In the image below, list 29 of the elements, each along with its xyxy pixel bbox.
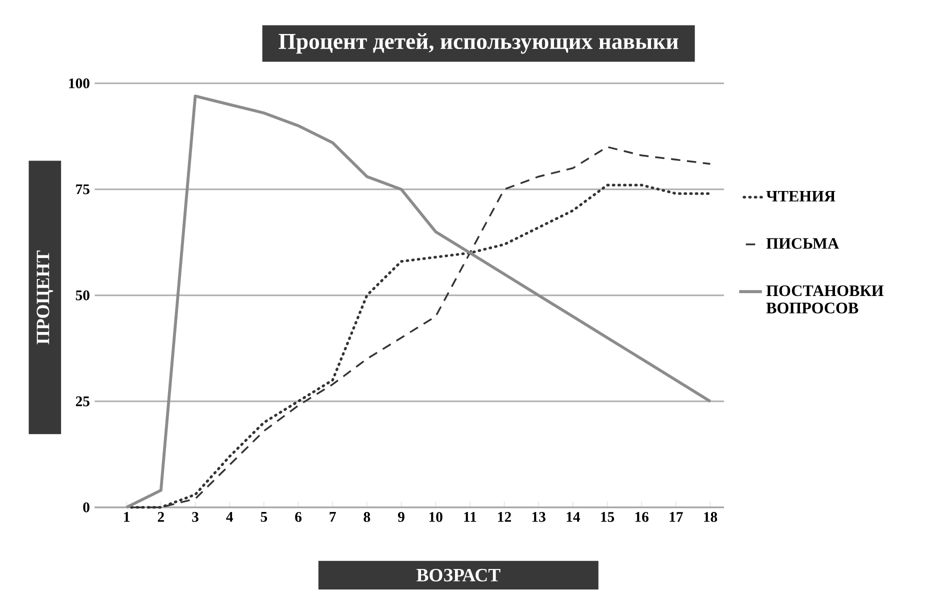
x-tick-label: 5 bbox=[260, 512, 268, 522]
chart-title: Процент детей, использующих навыки bbox=[278, 33, 678, 54]
legend-label: ЧТЕНИЯ bbox=[766, 190, 836, 202]
x-tick-label: 14 bbox=[566, 512, 580, 522]
x-tick-label: 18 bbox=[704, 512, 718, 522]
y-tick-label: 0 bbox=[83, 502, 90, 512]
x-tick-label: 6 bbox=[295, 512, 302, 522]
x-tick-label: 1 bbox=[124, 512, 130, 522]
x-tick-label: 17 bbox=[670, 512, 683, 522]
x-tick-label: 4 bbox=[226, 512, 233, 522]
y-tick-label: 25 bbox=[76, 396, 90, 406]
x-axis-title: ВОЗРАСТ bbox=[416, 568, 500, 582]
y-tick-label: 75 bbox=[76, 184, 90, 194]
legend-label: ПОСТАНОВКИ ВОПРОСОВ bbox=[766, 285, 884, 314]
x-tick-label: 2 bbox=[158, 512, 164, 522]
x-tick-label: 15 bbox=[601, 512, 614, 522]
y-axis-title: ПРОЦЕНТ bbox=[36, 250, 54, 344]
x-tick-label: 11 bbox=[464, 512, 476, 522]
x-tick-label: 3 bbox=[192, 512, 198, 522]
x-tick-label: 12 bbox=[498, 512, 511, 522]
legend-label: ПИСЬМА bbox=[766, 238, 839, 249]
y-tick-label: 50 bbox=[76, 290, 90, 300]
x-tick-label: 13 bbox=[532, 512, 546, 522]
x-tick-label: 10 bbox=[429, 512, 442, 522]
y-tick-label: 100 bbox=[69, 78, 90, 88]
x-tick-label: 7 bbox=[330, 512, 336, 522]
x-tick-label: 8 bbox=[364, 512, 370, 522]
x-tick-label: 16 bbox=[635, 512, 649, 522]
x-tick-label: 9 bbox=[398, 512, 404, 522]
